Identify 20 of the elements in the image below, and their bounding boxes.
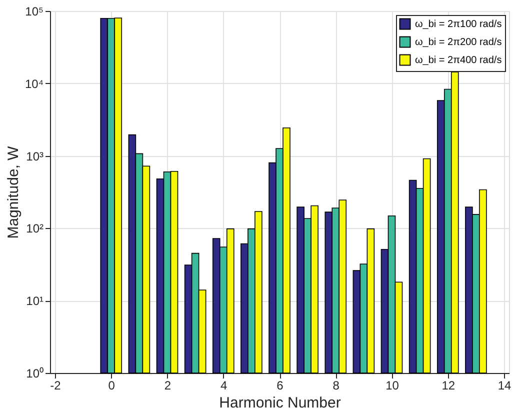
legend-label: ω_bi = 2π400 rad/s <box>415 55 502 66</box>
x-tick-label: 2 <box>164 378 172 392</box>
x-tick-label: 10 <box>386 378 400 392</box>
x-tick-label: 0 <box>108 378 116 392</box>
x-tick-label: 4 <box>220 378 228 392</box>
y-tick-label: 10³ <box>26 149 44 164</box>
legend-label: ω_bi = 2π200 rad/s <box>415 37 502 48</box>
legend-label: ω_bi = 2π100 rad/s <box>415 19 502 30</box>
y-tick-label: 10⁴ <box>24 76 44 91</box>
y-tick-label: 10² <box>26 222 44 236</box>
y-tick-label: 10⁰ <box>26 366 44 380</box>
x-tick-label: 12 <box>442 378 456 392</box>
x-tick-label: 8 <box>332 378 340 392</box>
x-tick-label: 6 <box>276 378 284 392</box>
x-tick-label: 14 <box>498 378 512 392</box>
x-tick-label: -2 <box>50 378 62 392</box>
y-tick-label: 10¹ <box>26 294 44 308</box>
x-axis-title: Harmonic Number <box>219 394 341 412</box>
y-axis-title: Magnitude, W <box>4 145 22 239</box>
y-tick-label: 10⁵ <box>25 4 44 18</box>
